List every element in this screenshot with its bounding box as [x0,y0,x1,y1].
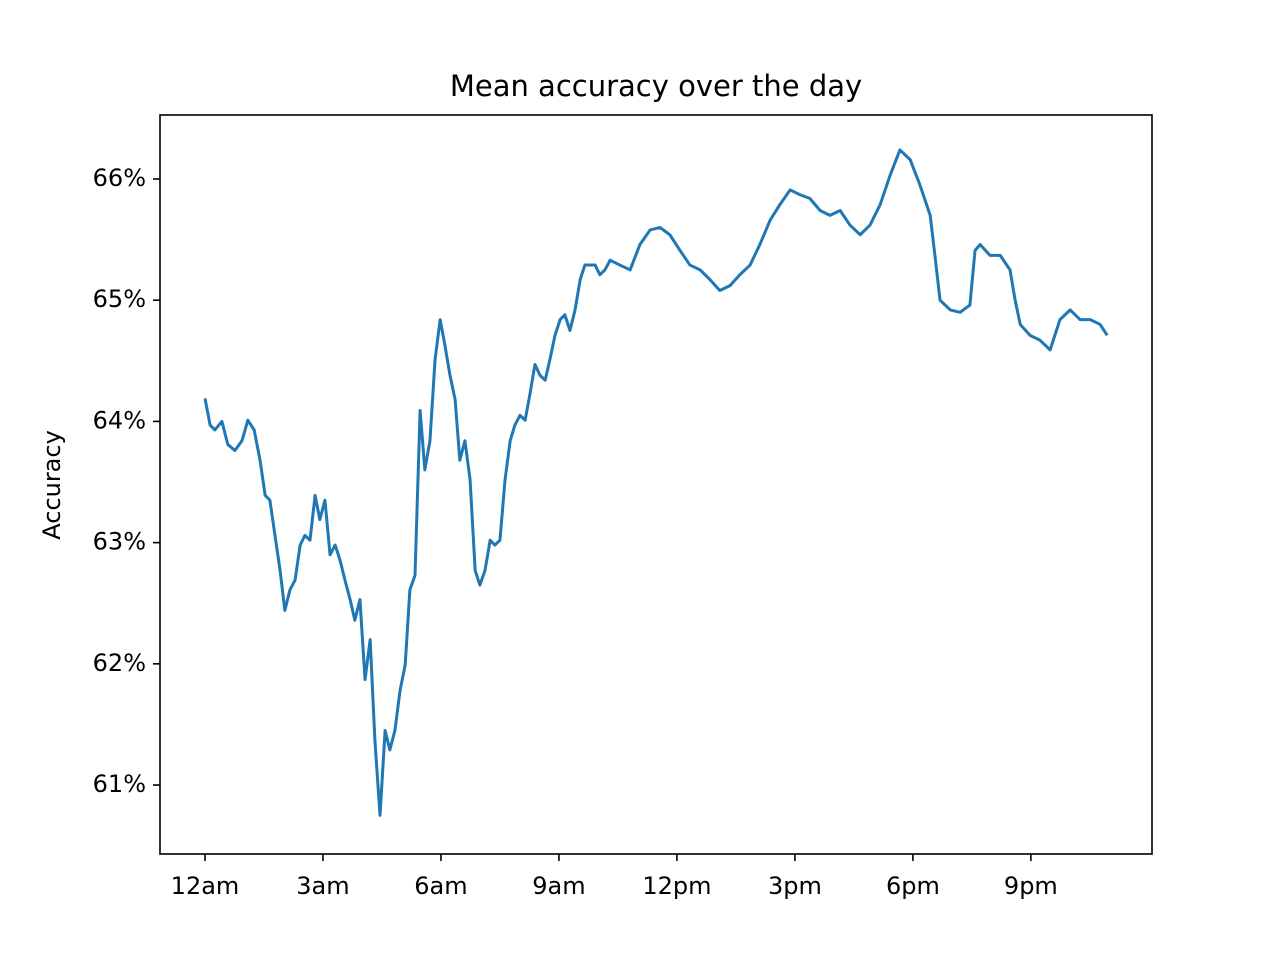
x-tick-label: 6pm [886,872,940,900]
chart-title: Mean accuracy over the day [450,69,862,103]
x-tick-label: 9am [532,872,585,900]
y-tick-label: 62% [93,649,146,677]
y-axis-label: Accuracy [38,430,66,540]
x-tick-label: 12am [171,872,240,900]
x-tick-label: 6am [414,872,467,900]
x-tick-label: 12pm [642,872,711,900]
y-tick-label: 66% [93,164,146,192]
y-tick-label: 63% [93,528,146,556]
y-tick-label: 61% [93,770,146,798]
data-line [203,148,1109,817]
y-tick-label: 64% [93,406,146,434]
x-tick-label: 9pm [1004,872,1058,900]
x-tick-label: 3am [296,872,349,900]
plot-frame [159,114,1153,855]
x-tick-label: 3pm [768,872,822,900]
y-tick-label: 65% [93,285,146,313]
